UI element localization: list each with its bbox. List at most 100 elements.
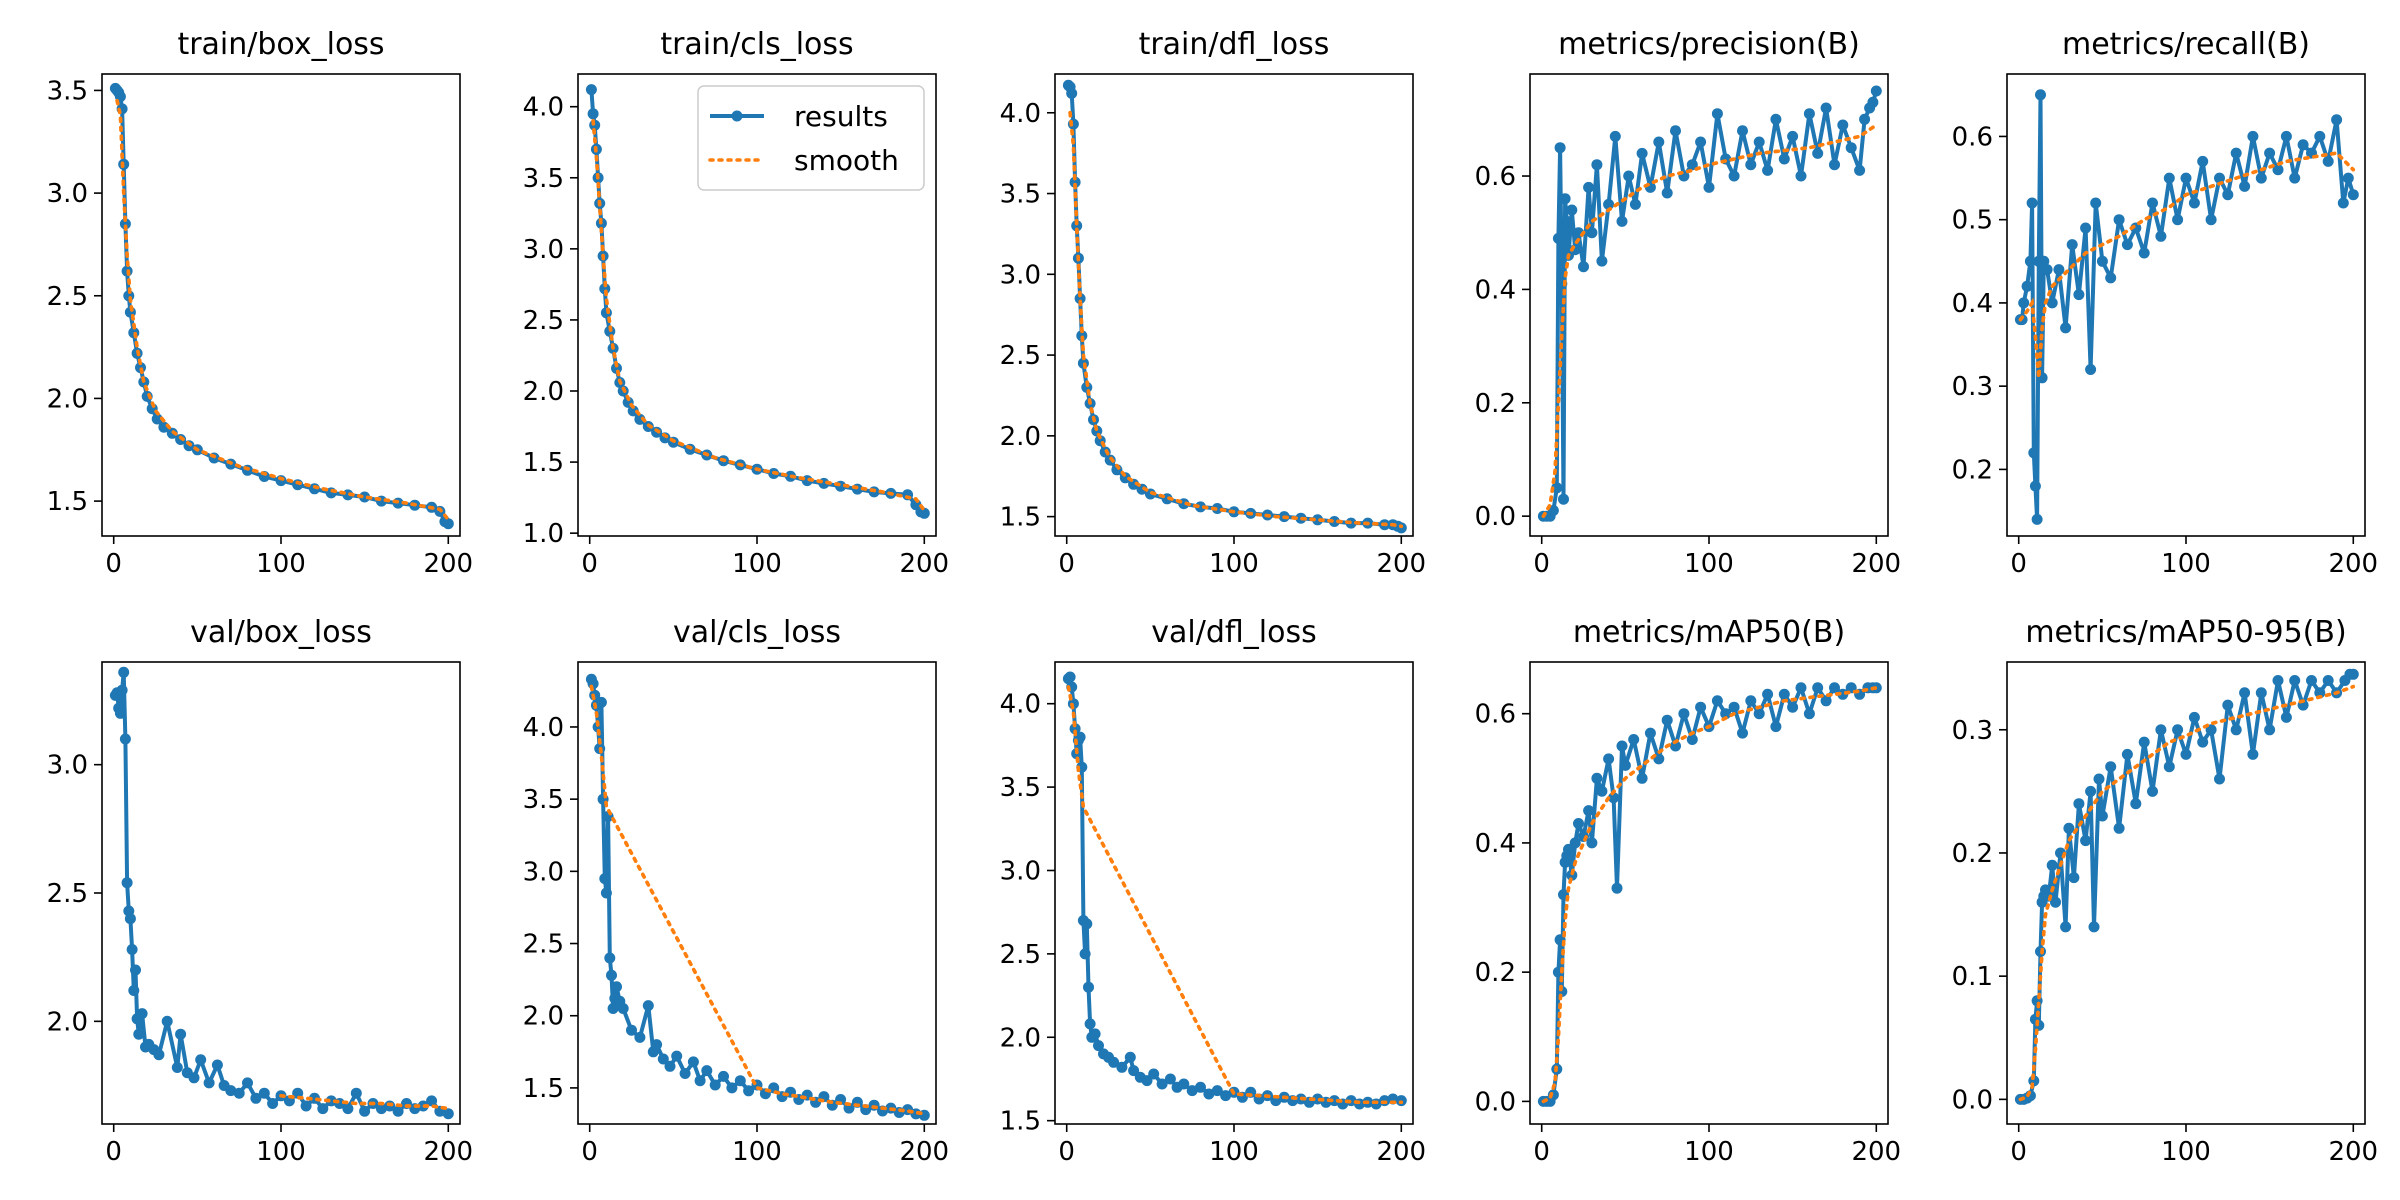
smooth-line-overlay (589, 684, 927, 1116)
data-point (1644, 727, 1656, 739)
y-tick-label: 4.0 (523, 93, 564, 123)
data-point (2239, 180, 2251, 192)
data-point (585, 84, 597, 96)
subplot-title: train/dfl_loss (1139, 27, 1330, 62)
data-point (126, 944, 138, 955)
data-point (2347, 668, 2359, 680)
data-point (600, 887, 612, 899)
smooth-line-overlay (2018, 684, 2356, 1102)
data-point (1629, 198, 1641, 210)
smooth-line-overlay (2018, 151, 2356, 378)
data-point (1695, 701, 1707, 713)
data-point (2113, 214, 2125, 226)
smooth-line (115, 98, 451, 522)
x-tick-label: 0 (1533, 549, 1550, 579)
data-point (2088, 921, 2100, 933)
y-tick-label: 0.5 (1952, 206, 1993, 236)
x-tick-label: 200 (899, 1137, 949, 1167)
smooth-line-overlay (1541, 686, 1879, 1104)
x-tick-label: 200 (423, 549, 473, 579)
data-point (1608, 792, 1620, 804)
data-point (1186, 1085, 1198, 1097)
data-point (1711, 695, 1723, 707)
data-point (1778, 153, 1790, 165)
x-tick-label: 100 (2161, 549, 2211, 579)
data-point (2306, 675, 2317, 686)
data-point (1328, 1095, 1340, 1107)
data-point (2113, 822, 2125, 834)
subplot-title: metrics/mAP50(B) (1573, 615, 1845, 650)
data-point (375, 1103, 387, 1115)
results-line (2020, 92, 2356, 522)
data-point (592, 721, 604, 733)
data-point (136, 1008, 148, 1020)
x-tick-label: 200 (1851, 1137, 1901, 1167)
smooth-line-overlay (1068, 111, 1404, 529)
smooth-line (1066, 685, 1404, 1105)
y-tick-label: 1.5 (523, 1074, 564, 1104)
x-tick-label: 100 (1684, 1137, 1734, 1167)
data-point (2255, 172, 2267, 184)
x-tick-label: 200 (2328, 549, 2378, 579)
data-point (1670, 740, 1681, 752)
data-point (1803, 108, 1815, 120)
data-point (2314, 130, 2326, 142)
data-point (1812, 682, 1824, 694)
data-point (2066, 239, 2078, 251)
legend-results-label: results (794, 100, 888, 133)
data-point (2280, 711, 2292, 723)
data-point (1211, 1085, 1223, 1097)
data-point (2297, 139, 2309, 151)
data-point (1220, 1090, 1232, 1102)
data-point (1670, 125, 1681, 137)
data-point (1345, 1095, 1357, 1107)
y-tick-label: 0.1 (1952, 962, 1993, 992)
data-point (1753, 136, 1765, 148)
x-tick-label: 100 (256, 549, 306, 579)
data-point (2090, 197, 2102, 209)
data-point (250, 1092, 262, 1104)
y-tick-label: 2.0 (523, 377, 564, 407)
subplot-train-dfl-loss: train/dfl_loss 0 100 200 1.5 2.0 2.5 3.0 3.5 4.0 (1000, 27, 1426, 579)
data-point (267, 1098, 279, 1109)
data-point (1686, 734, 1698, 745)
data-point (1867, 96, 1879, 108)
x-tick-label: 200 (1376, 1137, 1426, 1167)
data-point (225, 1085, 237, 1097)
x-tick-label: 0 (1058, 1137, 1075, 1167)
data-point (1616, 215, 1628, 227)
data-point (734, 1075, 746, 1087)
data-point (627, 405, 639, 417)
data-point (1203, 1088, 1215, 1100)
data-point (1591, 159, 1603, 171)
y-tick-label: 2.0 (1000, 422, 1041, 452)
data-point (709, 1079, 721, 1091)
data-point (1812, 147, 1824, 159)
data-point (359, 491, 371, 503)
y-tick-label: 2.5 (523, 306, 564, 336)
data-point (617, 1003, 629, 1014)
data-point (1745, 695, 1757, 707)
data-point (1787, 130, 1799, 142)
data-point (1837, 119, 1849, 131)
x-tick-label: 0 (581, 1137, 598, 1167)
y-tick-label: 3.5 (1000, 773, 1041, 803)
y-tick-label: 1.5 (1000, 1107, 1041, 1137)
data-point (1829, 682, 1840, 694)
x-tick-label: 200 (1376, 549, 1426, 579)
x-tick-label: 0 (1058, 549, 1075, 579)
smooth-line-overlay (1541, 123, 1879, 518)
data-point (1081, 918, 1093, 930)
data-point (2247, 130, 2259, 142)
data-point (1108, 1056, 1120, 1068)
results-line (1066, 675, 1402, 1106)
y-tick-label: 3.5 (523, 785, 564, 815)
data-point (1820, 695, 1832, 707)
data-point (687, 1056, 699, 1068)
y-tick-label: 2.5 (1000, 341, 1041, 371)
data-point (359, 1105, 371, 1117)
results-line (1543, 90, 1879, 519)
data-point (1609, 130, 1621, 142)
data-point (2060, 921, 2072, 933)
data-point (300, 1100, 312, 1112)
